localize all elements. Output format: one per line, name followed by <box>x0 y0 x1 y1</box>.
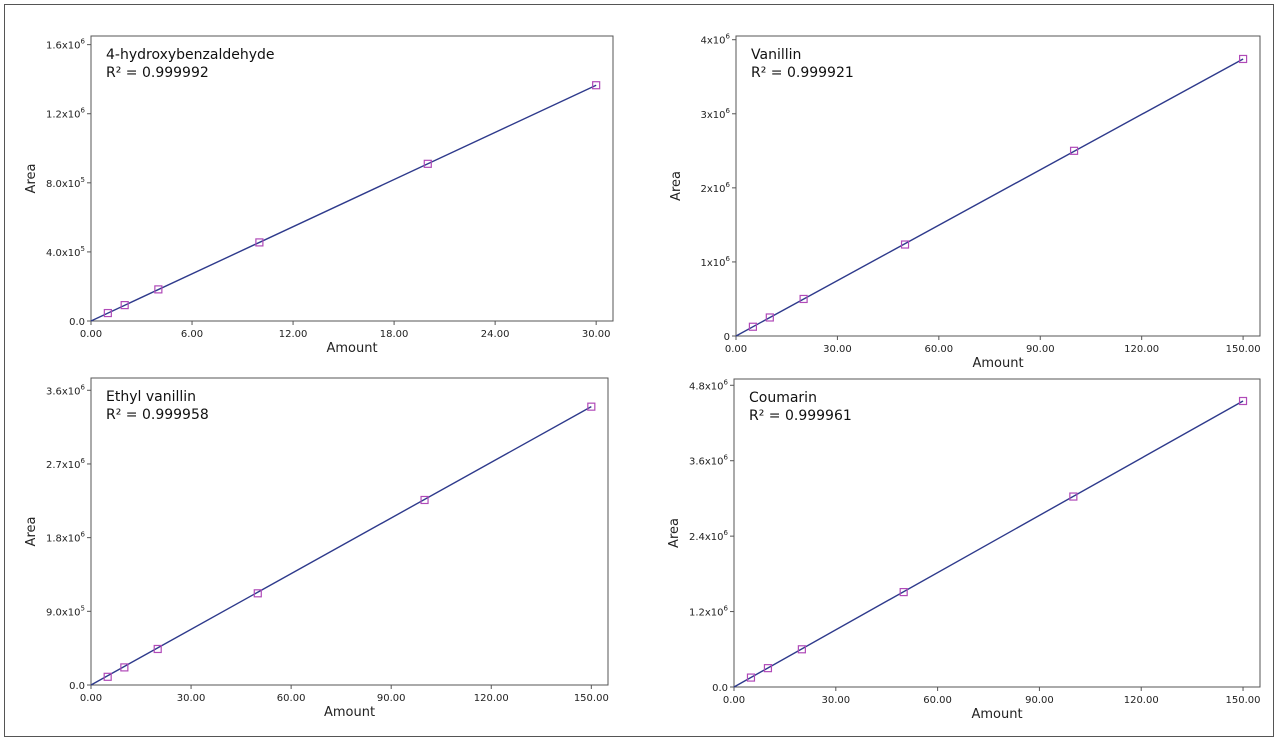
y-axis-title: Area <box>669 171 684 201</box>
y-axis-title: Area <box>667 518 682 548</box>
y-tick-label: 4.0x105 <box>46 245 85 259</box>
x-tick-label: 30.00 <box>821 695 850 706</box>
chart-4-hydroxybenzaldehyde: 0.00 6.00 12.00 18.00 24.00 30.00 0.0 4.0x105 8.… <box>24 35 614 356</box>
x-tick-label: 6.00 <box>181 329 203 340</box>
chart-vanillin: 0.00 30.00 60.00 90.00 120.00 150.00 0 1x106 2x1… <box>669 33 1261 371</box>
y-tick-label: 0.0 <box>712 683 728 694</box>
y-tick-label: 0 <box>724 332 730 343</box>
figure-frame: 0.00 6.00 12.00 18.00 24.00 30.00 0.0 4.0x105 8.… <box>4 4 1274 737</box>
x-tick-label: 60.00 <box>925 344 954 355</box>
data-point <box>748 322 758 331</box>
data-point <box>799 294 808 304</box>
x-tick-label: 150.00 <box>1226 344 1261 355</box>
x-tick-label: 120.00 <box>1124 344 1159 355</box>
data-point <box>153 644 162 654</box>
x-tick-label: 0.00 <box>723 695 745 706</box>
x-tick-label: 120.00 <box>1124 695 1159 706</box>
y-tick-label: 3.6x106 <box>46 383 86 397</box>
y-tick-label: 2x106 <box>701 181 731 195</box>
calibration-fit-line <box>90 84 597 322</box>
r-squared-label: R² = 0.999961 <box>749 408 852 424</box>
r-squared-label: R² = 0.999921 <box>751 65 854 81</box>
x-tick-label: 0.00 <box>80 693 102 704</box>
plot-area <box>733 378 1261 688</box>
calibration-fit-line <box>90 406 592 686</box>
y-tick-label: 0.0 <box>69 681 85 692</box>
y-tick-label: 4.8x106 <box>689 378 729 392</box>
x-tick-label: 30.00 <box>823 344 852 355</box>
data-point <box>120 663 129 672</box>
x-tick-label: 90.00 <box>1026 344 1055 355</box>
calibration-fit-line <box>735 58 1244 337</box>
y-tick-label: 3x106 <box>701 107 731 121</box>
data-point <box>797 645 806 654</box>
x-tick-label: 30.00 <box>177 693 206 704</box>
data-point <box>763 664 773 673</box>
data-point <box>154 285 163 294</box>
data-point <box>120 301 129 310</box>
data-point <box>103 672 112 681</box>
plot-area <box>90 377 609 686</box>
data-point <box>765 313 774 322</box>
x-tick-label: 0.00 <box>80 329 102 340</box>
y-tick-label: 1.2x106 <box>46 107 86 121</box>
chart-title: Ethyl vanillin <box>106 389 196 405</box>
data-point <box>900 240 910 249</box>
x-tick-label: 18.00 <box>380 329 409 340</box>
plot-area <box>735 35 1261 337</box>
y-tick-label: 4x106 <box>701 33 731 47</box>
data-point <box>255 238 264 247</box>
x-axis-title: Amount <box>326 341 377 356</box>
chart-coumarin: 0.00 30.00 60.00 90.00 120.00 150.00 0.0 1.2x10… <box>667 378 1261 722</box>
y-tick-label: 1.6x106 <box>46 38 86 52</box>
chart-ethyl-vanillin: 0.00 30.00 60.00 90.00 120.00 150.00 0.0 9.0x10… <box>24 377 609 720</box>
plot-area <box>90 35 614 322</box>
y-tick-label: 0.0 <box>69 317 85 328</box>
data-point <box>1069 492 1078 501</box>
y-axis-title: Area <box>24 517 39 547</box>
chart-title: 4-hydroxybenzaldehyde <box>106 47 275 63</box>
data-point <box>1238 54 1248 64</box>
r-squared-label: R² = 0.999992 <box>106 65 209 81</box>
x-tick-label: 90.00 <box>1025 695 1054 706</box>
x-axis-title: Amount <box>972 356 1023 371</box>
x-tick-label: 0.00 <box>725 344 747 355</box>
x-tick-label: 150.00 <box>574 693 609 704</box>
data-point <box>253 589 262 598</box>
data-point <box>103 308 112 318</box>
data-point <box>587 402 596 411</box>
calibration-fit-line <box>733 400 1244 688</box>
x-tick-label: 60.00 <box>277 693 306 704</box>
x-tick-label: 150.00 <box>1226 695 1261 706</box>
y-tick-label: 1x106 <box>701 255 731 269</box>
x-tick-label: 24.00 <box>481 329 510 340</box>
data-point <box>899 587 908 597</box>
x-tick-label: 30.00 <box>582 329 611 340</box>
x-axis-title: Amount <box>971 707 1022 722</box>
y-tick-label: 9.0x105 <box>46 604 85 618</box>
chart-title: Coumarin <box>749 390 817 406</box>
y-tick-label: 2.7x106 <box>46 457 86 471</box>
x-tick-label: 60.00 <box>923 695 952 706</box>
x-tick-label: 90.00 <box>377 693 406 704</box>
y-tick-label: 3.6x106 <box>689 454 729 468</box>
y-tick-label: 1.2x106 <box>689 605 729 619</box>
x-axis-title: Amount <box>324 705 375 720</box>
x-tick-label: 12.00 <box>279 329 308 340</box>
y-tick-label: 2.4x106 <box>689 529 729 543</box>
data-point <box>592 81 601 90</box>
data-point <box>1238 396 1248 406</box>
data-point <box>423 159 432 168</box>
data-point <box>420 495 429 505</box>
chart-title: Vanillin <box>751 47 801 63</box>
data-point <box>746 673 756 682</box>
x-tick-label: 120.00 <box>474 693 509 704</box>
y-axis-title: Area <box>24 164 39 194</box>
r-squared-label: R² = 0.999958 <box>106 407 209 423</box>
data-point <box>1069 146 1079 155</box>
y-tick-label: 1.8x106 <box>46 531 86 545</box>
y-tick-label: 8.0x105 <box>46 176 85 190</box>
